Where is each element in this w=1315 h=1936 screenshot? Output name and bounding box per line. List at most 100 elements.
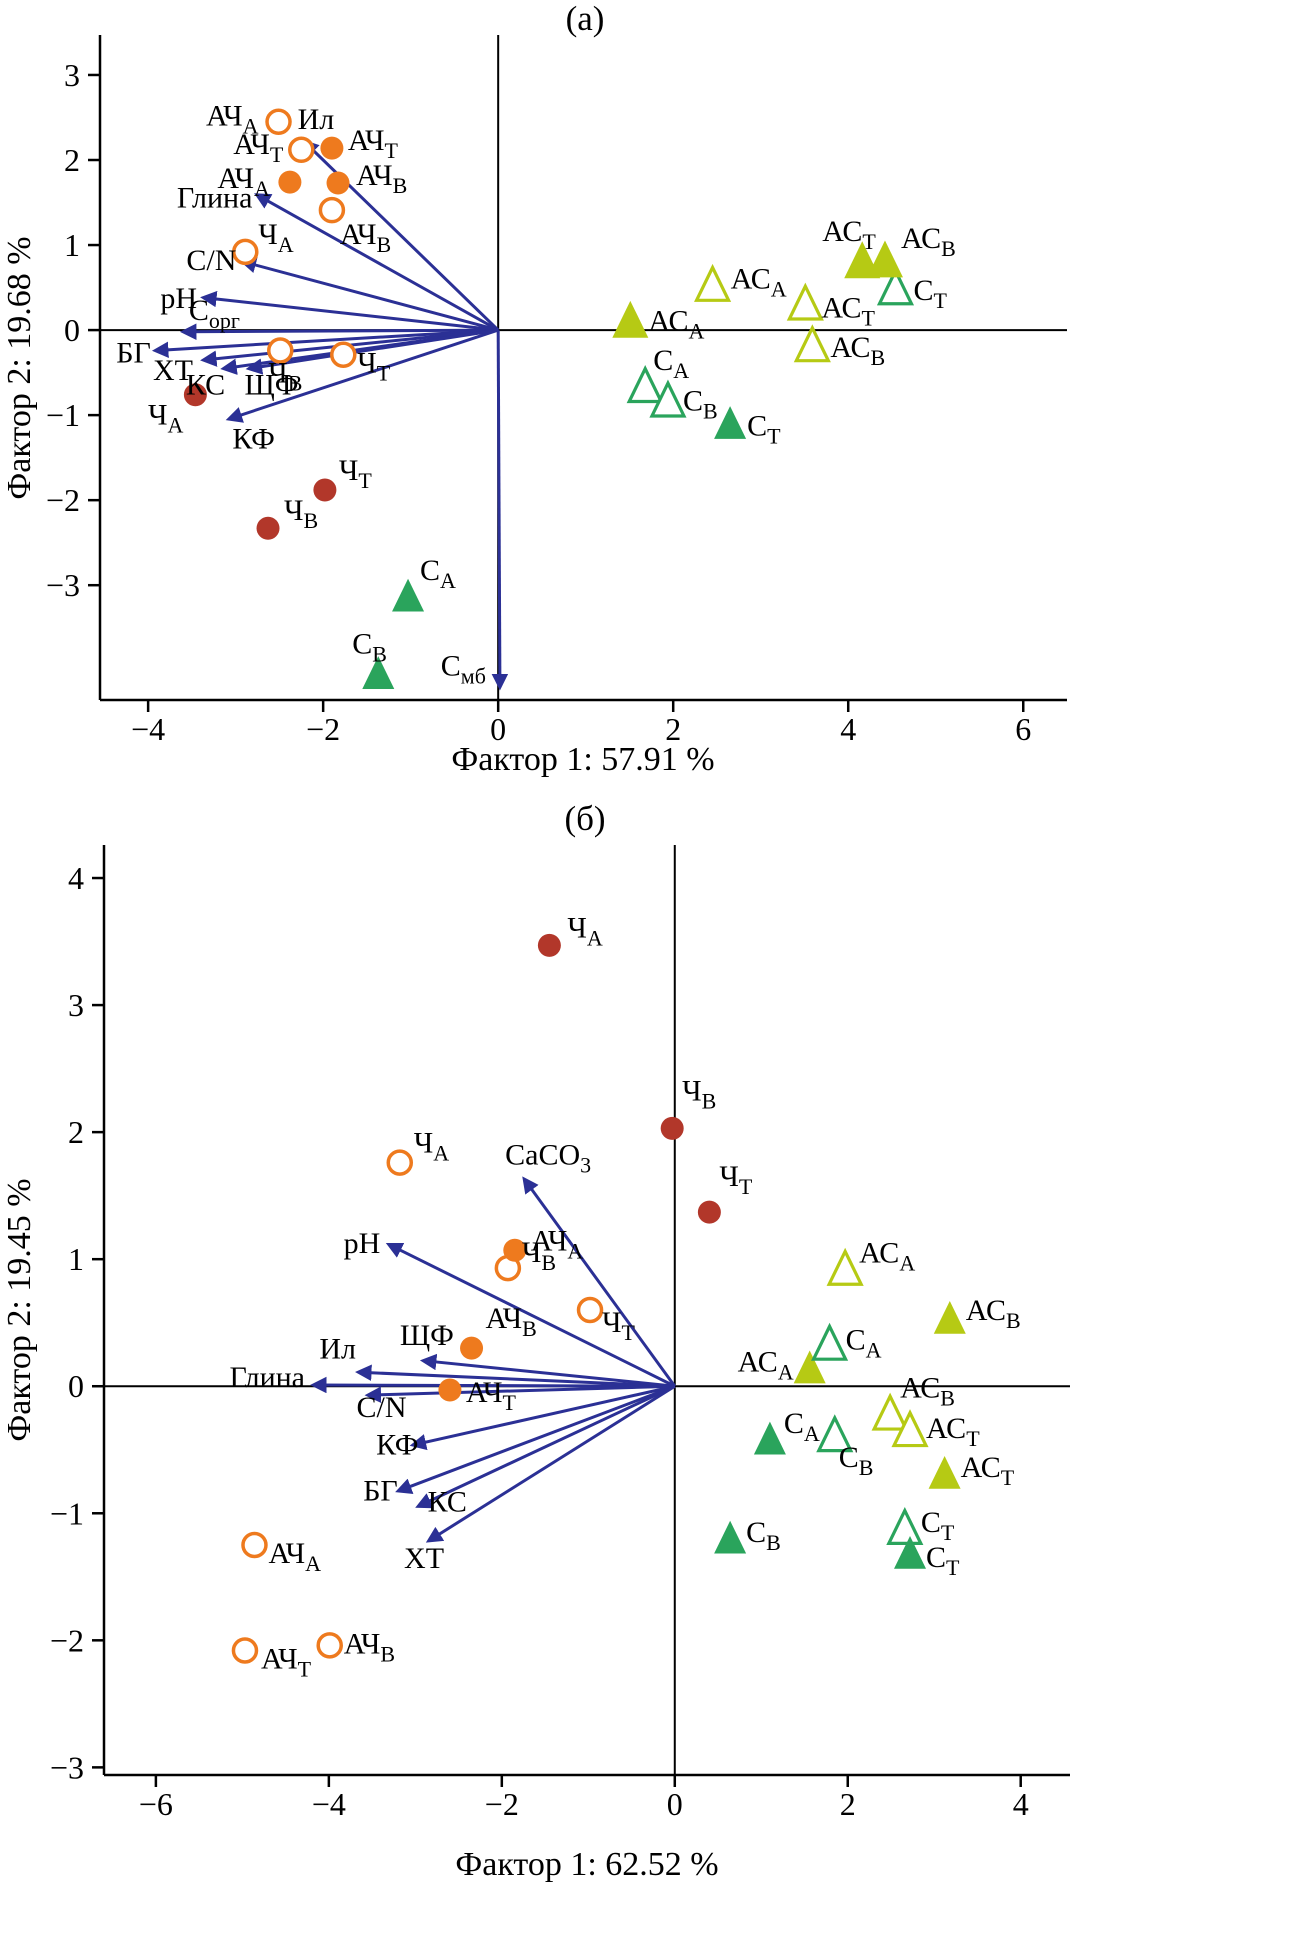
point-label-АС-А: АСА	[731, 263, 787, 302]
point-label-АС-Т: АСТ	[822, 215, 876, 254]
x-tick-label: −4	[312, 1786, 346, 1822]
point-label-АЧ-Т: АЧТ	[261, 1642, 312, 1681]
point-label-Ч-Т: ЧТ	[719, 1160, 753, 1199]
loading-arrow-ЩФ	[245, 328, 499, 375]
data-point-s-open-С-В	[649, 379, 687, 418]
loading-arrow-C-N	[364, 1384, 675, 1404]
point-label-АЧ-В: АЧВ	[340, 218, 391, 257]
loading-arrow-Ил	[302, 139, 500, 332]
point-label-Ч-В: ЧВ	[284, 494, 318, 533]
y-tick-label: 3	[64, 57, 80, 93]
y-tick-label: 2	[64, 142, 80, 178]
data-point-ch-open-АЧ-А	[241, 1531, 268, 1559]
data-point-ch-filled-Ч-А	[537, 933, 561, 957]
point-label-АЧ-Т: АЧТ	[233, 128, 284, 167]
y-tick-label: 2	[68, 1114, 84, 1150]
data-point-ach-filled-АЧ-В	[460, 1336, 484, 1360]
point-label-АС-В: АСВ	[830, 331, 885, 370]
loading-arrow-ЩФ	[419, 1353, 675, 1388]
y-tick-label: −3	[46, 567, 80, 603]
point-label-Ч-А: ЧА	[148, 399, 184, 438]
x-tick-label: −6	[139, 1786, 173, 1822]
data-point-ch-open-Ч-Т	[576, 1296, 604, 1324]
data-point-s-open-С-А	[626, 365, 664, 404]
loading-arrow-КФ	[409, 1384, 676, 1451]
point-label-АС-Т: АСТ	[926, 1412, 980, 1451]
loading-arrow-ХТ	[425, 1384, 676, 1543]
point-label-С-В: СВ	[839, 1441, 874, 1480]
variable-label-С-мб: Смб	[441, 650, 486, 689]
variable-label-C-N: C/N	[356, 1391, 406, 1424]
data-point-as-open-АС-В	[871, 1392, 909, 1431]
x-tick-label: −2	[306, 711, 340, 747]
x-tick-label: 0	[490, 711, 506, 747]
point-label-С-А: СА	[784, 1407, 820, 1446]
variable-label-C-N: C/N	[186, 244, 236, 277]
data-point-as-filled-АС-А	[612, 300, 649, 338]
point-label-С-В: СВ	[352, 627, 387, 666]
data-point-as-filled-АС-В	[933, 1300, 966, 1334]
data-point-as-open-АС-В	[793, 324, 831, 363]
point-label-Ч-А: ЧА	[567, 911, 603, 950]
y-tick-label: 0	[68, 1368, 84, 1404]
y-tick-label: 1	[64, 227, 80, 263]
variable-label-КФ: КФ	[376, 1429, 418, 1462]
y-tick-label: 3	[68, 987, 84, 1023]
pca-biplot-panel-a: (а) Фактор 1: 57.91 % Фактор 2: 19.68 % …	[0, 0, 1315, 790]
point-label-АЧ-А: АЧА	[268, 1537, 321, 1576]
data-point-as-filled-АС-Т	[928, 1455, 961, 1489]
point-label-С-А: СА	[846, 1324, 882, 1363]
loading-arrow-С-мб	[491, 330, 509, 691]
loading-arrow-С-орг	[179, 323, 499, 340]
point-label-Ч-В: ЧВ	[268, 356, 302, 395]
point-label-С-Т: СТ	[926, 1541, 960, 1580]
variable-label-pH: pH	[344, 1227, 381, 1260]
data-point-ach-open-Ч-А	[232, 238, 259, 266]
point-label-Ч-А: ЧА	[414, 1127, 450, 1166]
loading-arrow-БГ	[151, 328, 499, 359]
variable-label-Глина: Глина	[177, 182, 252, 215]
pca-biplot-panel-b: (б) Фактор 1: 62.52 % Фактор 2: 19.45 % …	[0, 790, 1315, 1936]
variable-label-С-орг: Сорг	[189, 294, 240, 333]
variable-label-ЩФ: ЩФ	[400, 1319, 454, 1352]
point-label-АЧ-Т: АЧТ	[466, 1376, 517, 1415]
point-label-АЧ-В: АЧВ	[344, 1627, 395, 1666]
point-label-АС-В: АСВ	[966, 1294, 1021, 1333]
x-tick-label: 4	[1013, 1786, 1029, 1822]
data-point-s-filled-С-В	[714, 1520, 747, 1554]
point-label-АЧ-А: АЧА	[206, 100, 259, 139]
panel-b-plot-area: −6 −4 −2 0 2 4 −3 −2 −1 0 1 2 3 4 CaCO3 pH Глина Ил ЩФ C/N К…	[50, 845, 1070, 1822]
data-point-ch-filled-Ч-А	[183, 383, 207, 407]
x-tick-label: −2	[485, 1786, 519, 1822]
data-point-s-filled-С-Т	[714, 406, 747, 439]
loading-arrow-Глина	[310, 1376, 675, 1394]
data-point-ch-filled-Ч-В	[660, 1116, 684, 1140]
panel-b-x-axis-label: Фактор 1: 62.52 %	[455, 1846, 718, 1883]
data-point-as-filled-АС-А	[793, 1350, 826, 1384]
panel-a-title: (а)	[566, 0, 605, 38]
point-label-АС-В: АСВ	[901, 222, 956, 261]
variable-label-ЩФ: ЩФ	[245, 368, 299, 401]
point-label-АС-Т: АСТ	[821, 291, 875, 330]
point-label-АЧ-А: АЧА	[217, 162, 270, 201]
y-tick-label: 1	[68, 1241, 84, 1277]
variable-label-Ил: Ил	[298, 103, 335, 136]
point-label-АЧ-В: АЧВ	[486, 1302, 537, 1341]
point-label-Ч-Т: ЧТ	[339, 454, 373, 493]
panel-b-y-axis-label: Фактор 2: 19.45 %	[1, 1178, 38, 1441]
variable-label-КС: КС	[428, 1486, 467, 1519]
data-point-ch-filled-Ч-В	[256, 516, 280, 540]
panel-b-title: (б)	[564, 799, 605, 838]
point-label-С-Т: СТ	[747, 409, 781, 448]
data-point-ach-open-Ч-В	[267, 337, 294, 364]
point-label-С-Т: СТ	[921, 1506, 955, 1545]
y-tick-label: −2	[50, 1622, 84, 1658]
data-point-s-filled-С-А	[392, 578, 425, 612]
data-point-ch-filled-Ч-Т	[313, 478, 337, 502]
variable-label-КФ: КФ	[232, 423, 274, 456]
point-label-Ч-А: ЧА	[258, 218, 294, 257]
point-label-АС-А: АСА	[738, 1346, 794, 1385]
data-point-s-open-С-Т	[876, 267, 915, 306]
